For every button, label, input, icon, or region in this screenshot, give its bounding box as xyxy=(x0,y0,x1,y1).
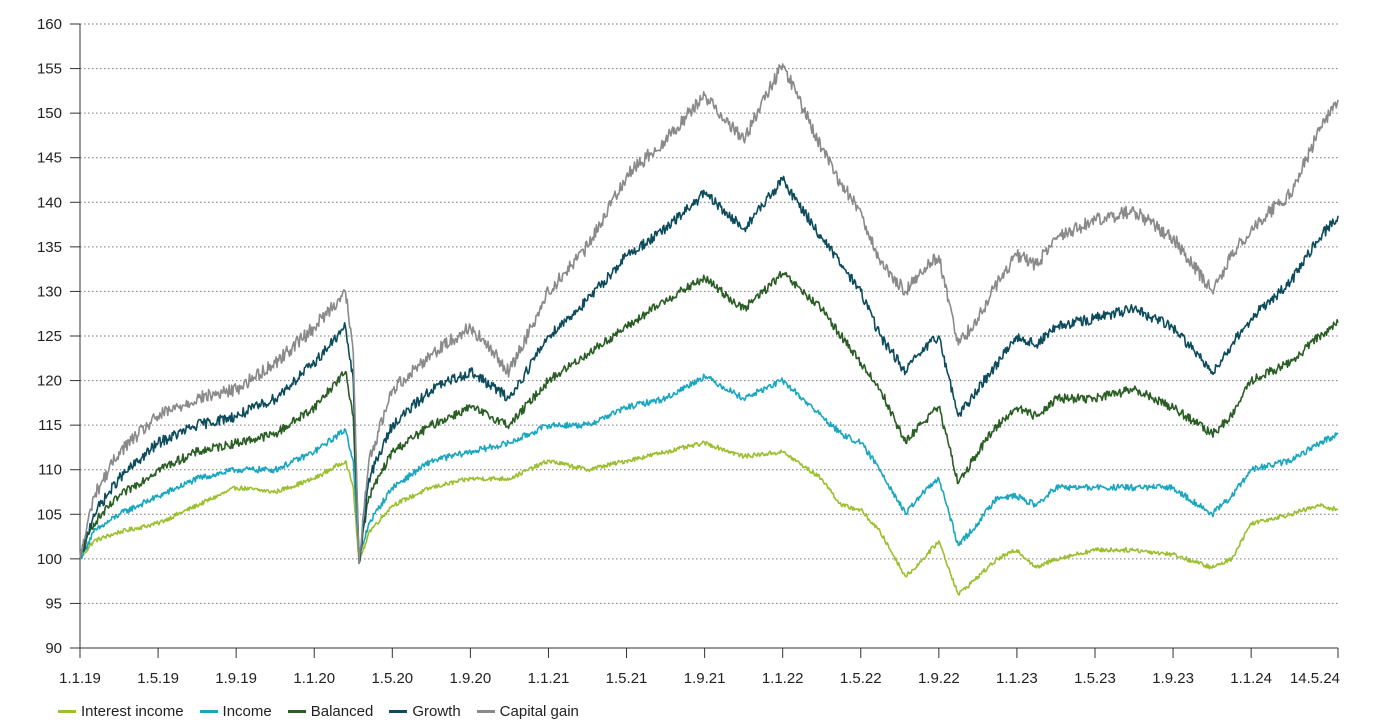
x-tick-label: 1.9.21 xyxy=(684,670,726,687)
legend-swatch xyxy=(287,709,306,713)
x-tick-label: 1.1.20 xyxy=(293,670,335,687)
x-tick-label: 1.5.23 xyxy=(1074,670,1116,687)
y-tick-label: 100 xyxy=(37,551,62,568)
legend-swatch xyxy=(58,709,76,713)
legend-label: Interest income xyxy=(81,702,184,720)
legend-item: Interest income xyxy=(58,703,184,720)
legend-item: Capital gain xyxy=(476,702,579,720)
legend-label: Balanced xyxy=(310,702,374,720)
y-tick-label: 160 xyxy=(37,16,62,33)
x-tick-label: 1.1.21 xyxy=(528,670,570,687)
legend-label: Capital gain xyxy=(499,702,579,720)
x-tick-label: 1.1.23 xyxy=(996,670,1038,687)
x-tick-label: 1.1.24 xyxy=(1230,670,1272,687)
gridlines xyxy=(80,23,1338,604)
x-tick-label: 1.5.20 xyxy=(371,670,413,687)
series-lines xyxy=(79,63,1339,596)
series-line-interest-income xyxy=(79,440,1339,596)
y-tick-label: 120 xyxy=(37,373,62,390)
legend-swatch xyxy=(199,709,218,713)
series-line-balanced xyxy=(79,270,1339,560)
x-tick-label: 1.1.22 xyxy=(762,670,804,687)
y-tick-label: 140 xyxy=(37,194,62,211)
y-tick-labels: 160 155 150 145 140 135 130 125 120 115 110 105 100 9… xyxy=(37,16,62,657)
y-tick-label: 125 xyxy=(37,328,62,345)
y-tick-label: 90 xyxy=(45,640,62,657)
x-tick-label: 1.5.19 xyxy=(137,670,179,687)
y-tick-label: 95 xyxy=(45,595,62,612)
x-tick-labels: 1.1.19 1.5.19 1.9.19 1.1.20 1.5.20 1.9.20 1.1.… xyxy=(59,670,1340,687)
axes xyxy=(70,23,1339,658)
legend-label: Income xyxy=(222,702,272,720)
x-tick-label: 1.5.22 xyxy=(840,670,882,687)
y-tick-label: 145 xyxy=(37,150,62,167)
legend-label: Growth xyxy=(412,702,461,720)
y-tick-label: 105 xyxy=(37,506,62,523)
x-tick-label: 1.5.21 xyxy=(606,670,648,687)
legend-item: Balanced xyxy=(287,702,374,720)
x-tick-label: 1.1.19 xyxy=(59,670,101,687)
series-line-capital-gain xyxy=(79,63,1339,565)
x-tick-label: 1.9.22 xyxy=(918,670,960,687)
y-tick-label: 110 xyxy=(38,462,62,479)
y-tick-label: 130 xyxy=(37,283,62,300)
y-tick-label: 150 xyxy=(37,105,62,122)
y-tick-label: 115 xyxy=(38,417,62,434)
legend-item: Income xyxy=(199,702,272,720)
series-line-income xyxy=(79,373,1339,560)
legend-item: Growth xyxy=(389,702,461,720)
x-tick-label: 14.5.24 xyxy=(1290,670,1340,687)
legend-swatch xyxy=(476,709,495,713)
x-tick-label: 1.9.20 xyxy=(450,670,492,687)
y-tick-label: 155 xyxy=(37,61,62,78)
x-tick-label: 1.9.19 xyxy=(215,670,257,687)
series-line-growth xyxy=(79,175,1339,565)
legend: Interest income Income Balanced Growth Capit… xyxy=(58,700,579,722)
legend-swatch xyxy=(389,709,408,713)
x-tick-label: 1.9.23 xyxy=(1152,670,1194,687)
y-tick-label: 135 xyxy=(37,239,62,256)
